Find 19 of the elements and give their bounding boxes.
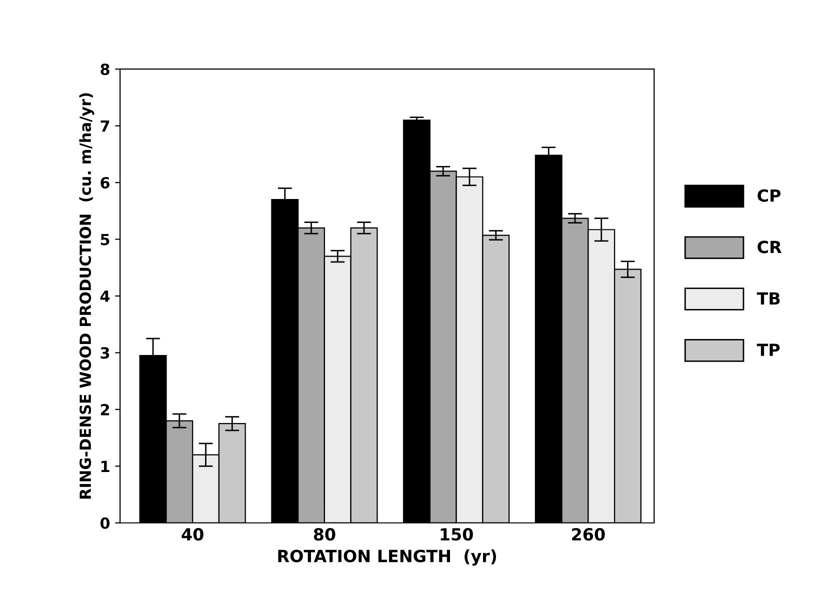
y-tick-label: 6 <box>100 177 110 189</box>
y-axis-title: RING-DENSE WOOD PRODUCTION (cu. m/ha/yr) <box>79 93 94 499</box>
x-tick-label: 260 <box>572 528 605 541</box>
y-tick-label: 2 <box>100 404 110 416</box>
y-tick-label: 5 <box>100 234 110 246</box>
y-tick-label: 0 <box>100 517 110 529</box>
y-tick-label: 8 <box>100 64 110 76</box>
legend-label: TP <box>756 344 780 356</box>
x-tick-label: 40 <box>182 528 204 541</box>
x-tick-label: 80 <box>314 528 336 541</box>
legend-label: TB <box>756 292 780 304</box>
x-tick-label: 150 <box>440 528 473 541</box>
y-tick-label: 3 <box>100 347 110 359</box>
legend-label: CR <box>758 240 782 254</box>
y-tick-label: 1 <box>101 460 110 472</box>
y-tick-label: 4 <box>100 290 110 302</box>
legend-label: CP <box>758 189 781 202</box>
y-tick-label: 7 <box>100 120 110 132</box>
x-axis-title: ROTATION LENGTH (yr) <box>278 549 496 566</box>
